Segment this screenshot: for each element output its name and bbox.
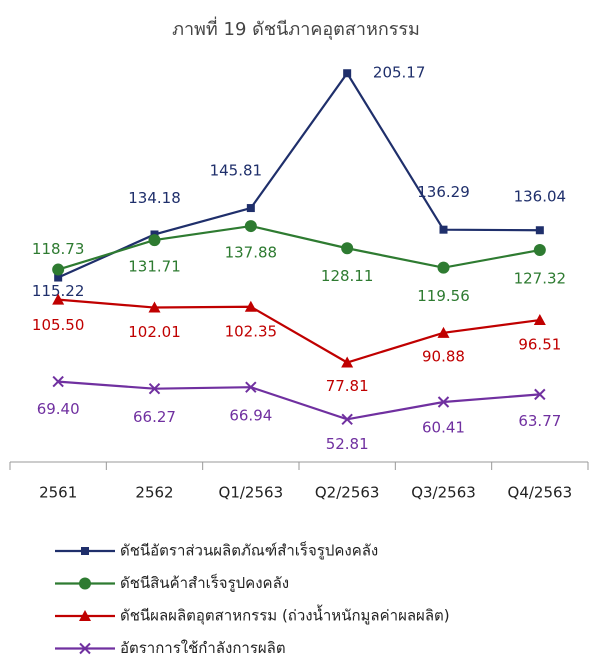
marker [244,300,257,312]
data-label: 137.88 [225,244,278,262]
marker [343,69,352,78]
legend-label: ดัชนีสินค้าสำเร็จรูปคงคลัง [120,573,289,592]
marker [246,204,255,213]
data-label: 127.32 [514,270,567,288]
legend-marker [79,610,91,621]
x-tick-label: Q2/2563 [315,484,380,502]
marker [437,396,450,408]
marker [533,244,546,257]
marker [148,301,161,313]
data-label: 105.50 [32,316,85,334]
x-tick-label: 2561 [39,484,77,502]
data-label: 205.17 [373,64,426,82]
data-label: 136.29 [417,183,470,201]
data-label: 66.94 [229,407,272,425]
data-label: 131.71 [128,258,181,276]
data-label: 63.77 [518,412,561,430]
marker [437,326,450,338]
marker [52,293,65,305]
legend-marker [79,642,91,655]
marker [341,356,354,368]
series-line [58,380,540,421]
marker [341,242,354,255]
data-label: 118.73 [32,240,85,258]
marker [437,261,450,274]
data-label: 145.81 [210,162,263,180]
data-label: 90.88 [422,347,465,365]
data-label: 60.41 [422,419,465,437]
marker [533,314,546,326]
data-label: 136.04 [514,188,567,206]
legend-marker [81,547,89,555]
legend-marker [79,577,91,590]
chart-title: ภาพที่ 19 ดัชนีภาคอุตสาหกรรม [172,16,420,40]
legend-label: ดัชนีผลผลิตอุตสาหกรรม (ถ่วงน้ำหนักมูลค่า… [120,605,450,626]
marker [148,234,161,247]
series-line [58,298,540,364]
series-line [57,224,541,271]
marker [148,383,161,395]
marker [244,220,257,233]
data-label: 102.35 [225,322,278,340]
marker [535,226,544,235]
data-label: 77.81 [326,377,369,395]
marker [54,273,63,282]
data-label: 119.56 [417,287,470,305]
data-label: 66.27 [133,408,176,426]
data-label: 134.18 [128,189,181,207]
marker [52,375,64,388]
marker [245,381,257,393]
series-line [57,71,540,279]
data-label: 128.11 [321,267,374,285]
legend-label: ดัชนีอัตราส่วนผลิตภัณฑ์สำเร็จรูปคงคลัง [120,541,378,560]
x-tick-label: Q1/2563 [219,484,284,502]
data-label: 102.01 [128,323,181,341]
x-tick-label: 2562 [135,484,173,502]
data-label: 52.81 [326,435,369,453]
x-tick-label: Q4/2563 [508,484,573,502]
x-tick-label: Q3/2563 [411,484,476,502]
data-label: 69.40 [37,400,80,418]
marker [341,413,353,425]
legend-label: อัตราการใช้กำลังการผลิต [120,639,286,657]
data-label: 96.51 [518,336,561,354]
data-label: 115.22 [32,282,85,300]
marker [439,225,448,234]
marker [534,388,546,401]
marker [52,263,65,276]
